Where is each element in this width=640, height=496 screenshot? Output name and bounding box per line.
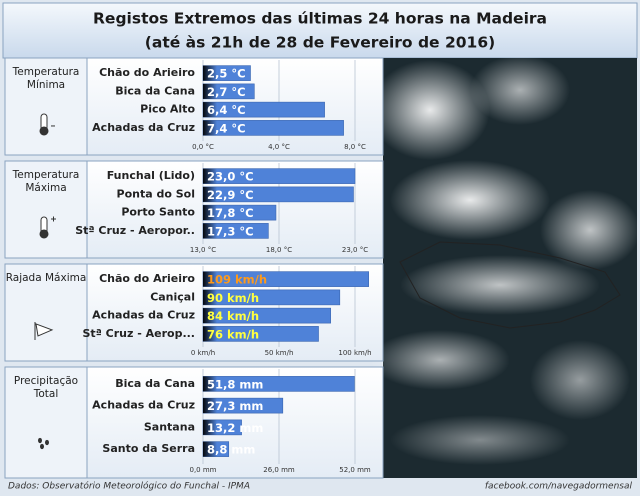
panel-label: Temperatura Máxima [12,169,80,194]
bar-shade [203,205,217,221]
category-label: Pico Alto [140,103,195,116]
value-label: 2,7 °C [207,85,246,99]
bar-shade [203,419,217,435]
value-label: 22,9 °C [207,188,254,202]
x-tick-label: 26,0 mm [263,466,295,474]
category-label: Stª Cruz - Aerop... [82,327,195,340]
x-tick-label: 18,0 °C [266,246,292,254]
subtitle: (até às 21h de 28 de Fevereiro de 2016) [145,34,495,52]
value-label: 13,2 mm [207,421,263,435]
panel: Rajada Máxima 0 km/h 50 km/h 100 km/h Chão d… [4,263,384,362]
icon [39,126,49,136]
icon [38,437,42,444]
x-tick-label: 52,0 mm [339,466,371,474]
icon [39,229,49,239]
icon [35,323,54,337]
x-tick-label: 50 km/h [265,349,294,357]
bar-shade [203,65,217,81]
value-label: 17,3 °C [207,224,254,238]
bar-shade [203,308,217,324]
panel-label-box: Precipitação Total [13,375,79,400]
value-label: 17,8 °C [207,206,254,220]
header-box [2,2,638,59]
bar-shade [203,289,217,305]
panel-label-box: Temperatura Mínima [12,66,80,91]
x-tick-label: 0,0 °C [192,143,214,151]
icon [40,443,44,450]
x-tick-label: 13,0 °C [190,246,216,254]
source: Dados: Observatório Meteorológico do Fun… [8,481,250,492]
value-label: 76 km/h [207,327,259,341]
value-label: 27,3 mm [207,399,263,413]
x-tick-label: 0,0 mm [190,466,217,474]
bar-shade [203,376,217,392]
bar-shade [203,120,217,136]
category-label: Chão do Arieiro [99,272,195,285]
category-label: Bica da Cana [115,377,195,390]
bar-shade [203,271,217,287]
panel-label-box: Rajada Máxima [5,272,87,284]
bar-shade [203,441,217,457]
category-label: Santo da Serra [102,442,195,455]
panel: Temperatura Mínima 0,0 °C 4,0 °C 8,0 °C Chão… [4,57,384,156]
panel-label: Rajada Máxima [5,272,87,284]
category-label: Porto Santo [121,206,195,219]
value-label: 6,4 °C [207,103,246,117]
satellite-image [370,55,640,478]
x-tick-label: 0 km/h [191,349,215,357]
bar-shade [203,398,217,414]
value-label: 109 km/h [207,273,267,287]
credit: facebook.com/navegadormensal [485,482,633,492]
label-box [4,263,88,362]
title: Registos Extremos das últimas 24 horas n… [93,10,547,28]
panel-label-box: Temperatura Máxima [12,169,80,194]
value-label: 7,4 °C [207,121,246,135]
value-label: 8,8 mm [207,443,255,457]
icon [51,216,56,222]
category-label: Santana [144,420,195,433]
category-label: Funchal (Lido) [107,169,195,182]
icon [45,439,49,446]
label-box [4,160,88,259]
bar-shade [203,83,217,99]
category-label: Chão do Arieiro [99,66,195,79]
category-label: Stª Cruz - Aeropor.. [75,224,195,237]
x-tick-label: 23,0 °C [342,246,368,254]
category-label: Caniçal [150,290,195,303]
category-label: Achadas da Cruz [92,399,195,412]
category-label: Bica da Cana [115,84,195,97]
label-box [4,57,88,156]
x-tick-label: 100 km/h [338,349,371,357]
bar-shade [203,168,217,184]
x-tick-label: 8,0 °C [344,143,366,151]
panel: Precipitação Total 0,0 mm 26,0 mm 52,0 mm Bi… [4,366,384,479]
bar-shade [203,186,217,202]
bar-shade [203,102,217,118]
value-label: 90 km/h [207,291,259,305]
value-label: 23,0 °C [207,170,254,184]
bar-shade [203,223,217,239]
value-label: 51,8 mm [207,377,263,391]
x-tick-label: 4,0 °C [268,143,290,151]
category-label: Ponta do Sol [117,187,195,200]
panel-label: Precipitação Total [13,375,79,400]
label-box [4,366,88,479]
category-label: Achadas da Cruz [92,309,195,322]
category-label: Achadas da Cruz [92,121,195,134]
value-label: 84 km/h [207,309,259,323]
panel-label: Temperatura Mínima [12,66,80,91]
bar-shade [203,326,217,342]
panel: Temperatura Máxima 13,0 °C 18,0 °C 23,0 °C F… [4,160,384,259]
value-label: 2,5 °C [207,67,246,81]
